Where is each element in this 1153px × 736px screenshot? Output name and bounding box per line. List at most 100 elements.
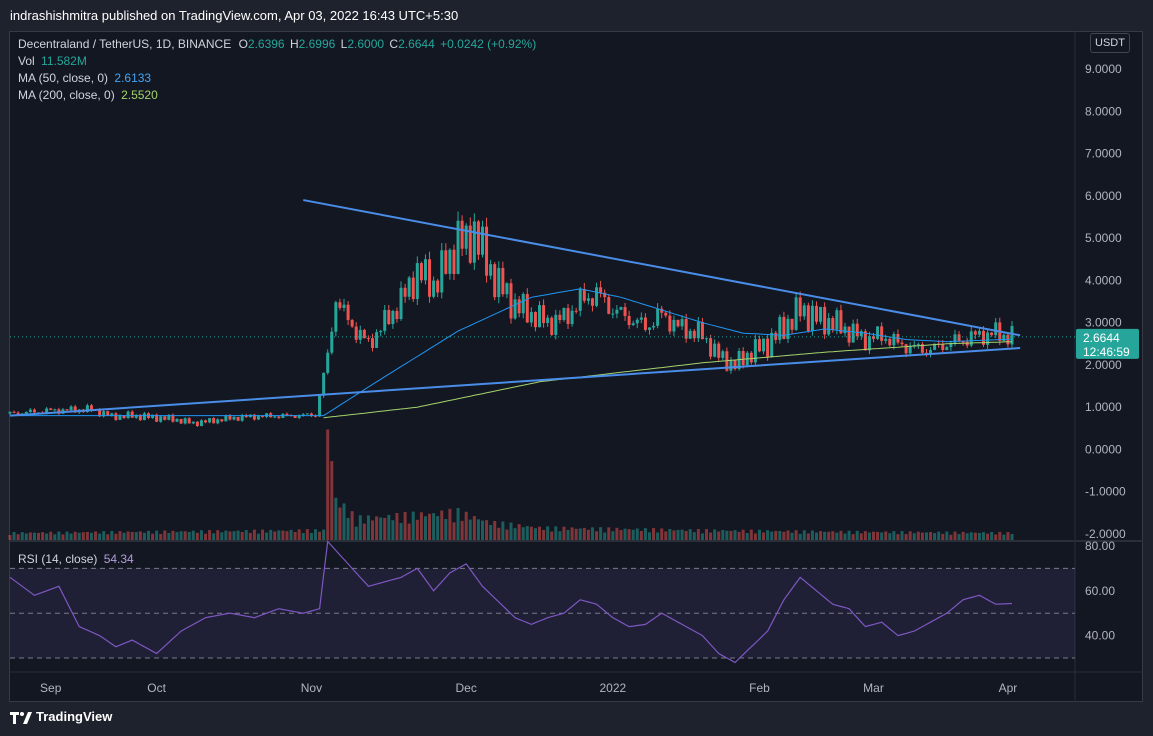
volume-bar — [159, 534, 163, 540]
candle-body — [835, 310, 839, 330]
volume-bar — [652, 528, 656, 540]
candle-body — [118, 415, 122, 420]
candles — [8, 211, 1014, 427]
volume-bar — [163, 530, 167, 540]
time-tick-label: Dec — [456, 681, 477, 695]
candle-body — [582, 289, 586, 301]
volume-bar — [615, 527, 619, 540]
candle-body — [664, 312, 668, 316]
volume-bar — [517, 524, 521, 540]
volume-bar — [85, 532, 89, 540]
rsi-tick-label: 80.00 — [1085, 539, 1115, 553]
candle-body — [892, 333, 896, 346]
volume-bar — [774, 530, 778, 540]
volume-bar — [497, 527, 501, 540]
volume-bar — [24, 533, 28, 540]
volume-bar — [269, 529, 273, 540]
candle-body — [696, 321, 700, 339]
candle-body — [220, 419, 224, 422]
candle-body — [1010, 326, 1014, 345]
rsi-tick-label: 40.00 — [1085, 629, 1115, 643]
candle-body — [501, 268, 505, 295]
volume-bar — [407, 523, 411, 540]
ma50-value: 2.6133 — [114, 71, 152, 85]
candle-body — [428, 259, 432, 297]
volume-bar — [98, 533, 102, 540]
candle-body — [73, 406, 77, 413]
candle-body — [994, 322, 998, 336]
rsi-axis: 80.00 60.00 40.00 — [1085, 539, 1115, 643]
candle-body — [8, 411, 12, 414]
volume-bar — [138, 531, 142, 540]
volume-bar — [558, 531, 562, 540]
high-label: H — [289, 37, 299, 51]
candle-body — [790, 318, 794, 330]
trendline[interactable] — [303, 199, 1021, 337]
candle-body — [256, 416, 260, 420]
candle-body — [106, 411, 110, 416]
volume-bar — [362, 523, 366, 540]
volume-bar — [603, 532, 607, 540]
price-tick-label: 9.0000 — [1085, 62, 1122, 76]
candle-body — [741, 351, 745, 366]
tradingview-logo[interactable]: TradingView — [10, 709, 112, 724]
volume-bar — [216, 530, 220, 540]
candle-body — [562, 308, 566, 320]
symbol-legend[interactable]: Decentraland / TetherUS, 1D, BINANCE O2.… — [18, 37, 536, 51]
candle-body — [819, 306, 823, 322]
candle-body — [159, 416, 163, 422]
volume-bar — [440, 510, 444, 540]
volume-bar — [806, 533, 810, 540]
price-tick-label: 7.0000 — [1085, 147, 1122, 161]
volume-bar — [538, 526, 542, 540]
volume-bar — [81, 532, 85, 540]
volume-bar — [220, 532, 224, 540]
ma50-legend[interactable]: MA (50, close, 0) 2.6133 — [18, 71, 151, 85]
candle-body — [721, 351, 725, 358]
volume-bar — [839, 530, 843, 540]
volume-bar — [753, 533, 757, 540]
volume-bar — [318, 531, 322, 540]
rsi-legend[interactable]: RSI (14, close) 54.34 — [18, 552, 134, 566]
price-tick-label: 2.0000 — [1085, 358, 1122, 372]
candle-body — [358, 329, 362, 340]
candle-body — [586, 298, 590, 301]
volume-bar — [1010, 533, 1014, 540]
volume-bar — [607, 527, 611, 540]
volume-bar — [134, 532, 138, 540]
time-axis: Sep Oct Nov Dec 2022 Feb Mar Apr — [40, 681, 1017, 695]
volume-bar — [888, 533, 892, 540]
volume-bar — [867, 532, 871, 540]
candle-body — [338, 302, 342, 308]
volume-bar — [350, 511, 354, 540]
candle-body — [990, 332, 994, 336]
candle-body — [880, 326, 884, 341]
candle-body — [920, 344, 924, 353]
candle-body — [32, 409, 36, 413]
chart-frame[interactable] — [9, 31, 1143, 702]
ma200-legend[interactable]: MA (200, close, 0) 2.5520 — [18, 88, 158, 102]
candle-body — [603, 292, 607, 298]
volume-bar — [252, 529, 256, 540]
volume-bar — [933, 533, 937, 540]
rsi-line — [9, 540, 1013, 664]
candle-body — [863, 331, 867, 351]
candle-body — [452, 249, 456, 274]
price-tick-label: 5.0000 — [1085, 231, 1122, 245]
candle-body — [847, 326, 851, 343]
last-price-countdown: 12:46:59 — [1083, 345, 1130, 359]
volume-bar — [183, 531, 187, 540]
volume-bar — [937, 531, 941, 540]
candle-body — [297, 415, 301, 418]
volume-bar — [578, 528, 582, 540]
currency-button[interactable]: USDT — [1090, 33, 1130, 53]
volume-bar — [301, 533, 305, 540]
volume-bar — [831, 531, 835, 540]
trendline[interactable] — [9, 347, 1021, 417]
volume-bar — [566, 529, 570, 540]
candle-body — [814, 305, 818, 322]
volume-bar — [322, 529, 326, 540]
volume-legend[interactable]: Vol 11.582M — [18, 54, 87, 68]
volume-bar — [713, 529, 717, 540]
